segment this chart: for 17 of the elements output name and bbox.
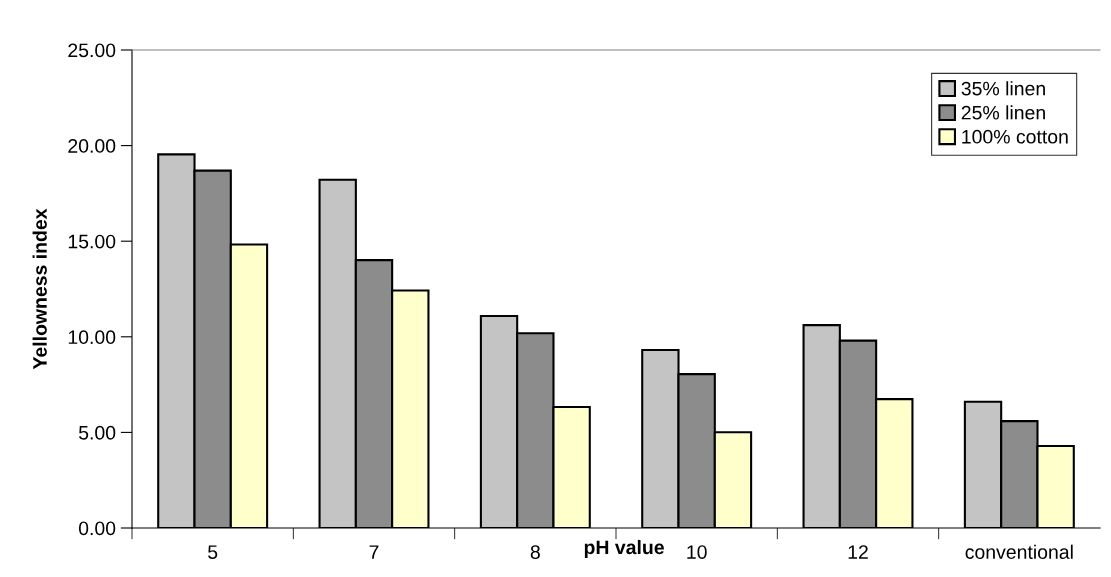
y-axis-title: Yellowness index xyxy=(32,208,47,370)
legend-label: 100% cotton xyxy=(962,129,1068,144)
y-tick-label: 20.00 xyxy=(68,139,116,153)
y-tick-label: 10.00 xyxy=(68,330,116,345)
legend-label: 35% linen xyxy=(961,81,1045,96)
legend-label: 25% linen xyxy=(961,105,1045,120)
x-tick-label: 10 xyxy=(687,545,707,559)
x-tick-label: 7 xyxy=(369,545,379,559)
y-tick-label: 15.00 xyxy=(68,234,116,249)
y-tick-label: 25.00 xyxy=(68,43,116,58)
x-tick-label: 8 xyxy=(530,545,540,559)
x-tick-label: 5 xyxy=(208,545,218,559)
y-tick-label: 5.00 xyxy=(78,425,116,440)
x-tick-label: 12 xyxy=(848,545,868,559)
x-tick-label: conventional xyxy=(965,544,1073,559)
x-axis-title: pH value xyxy=(584,539,664,559)
y-tick-label: 0.00 xyxy=(78,521,116,536)
